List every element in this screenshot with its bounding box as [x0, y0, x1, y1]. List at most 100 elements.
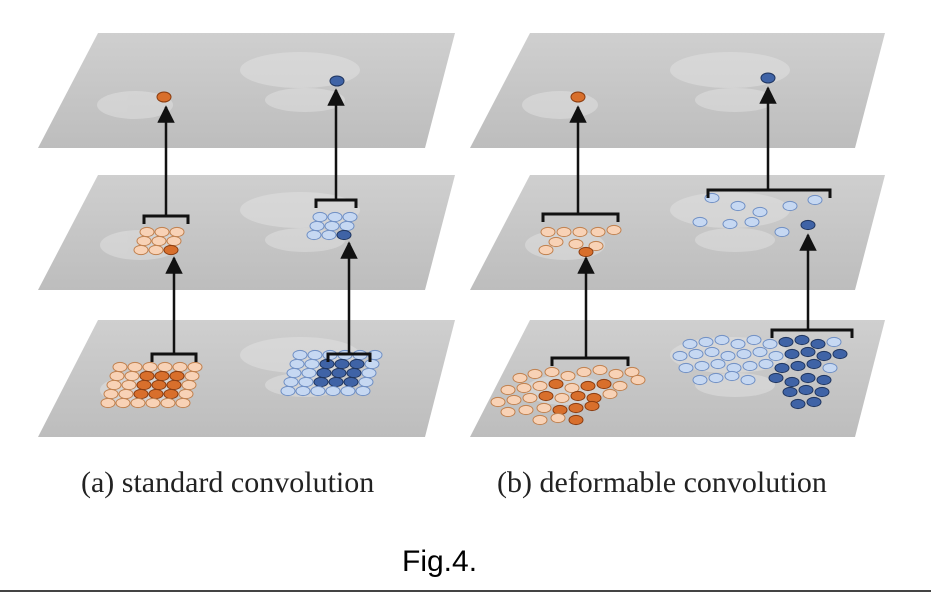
sampling-point [139, 370, 155, 382]
sampling-point [752, 346, 768, 358]
middle-feature-map [470, 175, 885, 290]
sampling-point [790, 360, 806, 372]
sampling-point [536, 402, 552, 414]
sampling-point [512, 372, 528, 384]
sampling-point [720, 350, 736, 362]
sampling-point [592, 364, 608, 376]
sampling-point [336, 229, 352, 241]
sampling-point [100, 397, 116, 409]
sampling-point [145, 397, 161, 409]
sampling-point [568, 414, 584, 426]
caption-standard-convolution: (a) standard convolution [81, 466, 375, 499]
sampling-point [704, 346, 720, 358]
sampling-point [133, 388, 149, 400]
sampling-point [714, 334, 730, 346]
sampling-point [292, 349, 308, 361]
sampling-point [774, 226, 790, 238]
sampling-point [133, 244, 149, 256]
sampling-point [784, 348, 800, 360]
sampling-point [768, 372, 784, 384]
sampling-point [361, 367, 377, 379]
sampling-point [175, 397, 191, 409]
input-feature-map [38, 320, 455, 437]
sampling-point [768, 350, 784, 362]
convolution-diagram [38, 33, 885, 437]
sampling-grid-orange-input [100, 361, 203, 409]
sampling-point [130, 397, 146, 409]
sampling-point [584, 400, 600, 412]
sampling-point [289, 358, 305, 370]
top-feature-map [38, 33, 455, 148]
sampling-point [328, 376, 344, 388]
sampling-point [556, 226, 572, 238]
sampling-point [316, 367, 332, 379]
figure-label: Fig.4. [402, 545, 478, 578]
sampling-point [298, 376, 314, 388]
sampling-point [692, 374, 708, 386]
sampling-point [752, 206, 768, 218]
sampling-point [806, 396, 822, 408]
sampling-point [358, 376, 374, 388]
sampling-point [576, 366, 592, 378]
sampling-point [816, 374, 832, 386]
sampling-point [187, 361, 203, 373]
sampling-point [708, 372, 724, 384]
sampling-point [127, 361, 143, 373]
sampling-point [564, 382, 580, 394]
sampling-point [736, 348, 752, 360]
sampling-point [570, 390, 586, 402]
sampling-point [554, 392, 570, 404]
sampling-point [355, 385, 371, 397]
sampling-point [790, 398, 806, 410]
sampling-point [606, 224, 622, 236]
sampling-point [142, 361, 158, 373]
sampling-point [109, 370, 125, 382]
sampling-point [313, 376, 329, 388]
sampling-point [806, 358, 822, 370]
sampling-point [590, 226, 606, 238]
sampling-point [364, 358, 380, 370]
sampling-point [331, 367, 347, 379]
deformed-samples-blue-middle [692, 192, 823, 238]
sampling-point [672, 350, 688, 362]
sampling-point [148, 388, 164, 400]
sampling-point [774, 362, 790, 374]
deformable-convolution-panel [470, 33, 885, 437]
sampling-point [527, 368, 543, 380]
sampling-point [136, 235, 152, 247]
sampling-point [349, 358, 365, 370]
output-point-orange [570, 91, 586, 103]
sampling-point [118, 388, 134, 400]
sampling-point [762, 338, 778, 350]
brace-icon [541, 212, 620, 222]
sampling-point [518, 404, 534, 416]
sampling-point [782, 200, 798, 212]
sampling-grid-blue-middle [306, 211, 358, 241]
sampling-point [169, 370, 185, 382]
sampling-point [580, 380, 596, 392]
sampling-point [630, 374, 646, 386]
sampling-point [816, 350, 832, 362]
sampling-point [532, 380, 548, 392]
sampling-point [746, 334, 762, 346]
sampling-point [550, 412, 566, 424]
sampling-grid-orange-middle [133, 226, 185, 256]
sampling-point [295, 385, 311, 397]
sampling-point [596, 378, 612, 390]
sampling-point [310, 385, 326, 397]
sampling-point [148, 244, 164, 256]
sampling-point [506, 394, 522, 406]
sampling-point [548, 378, 564, 390]
sampling-point [682, 338, 698, 350]
sampling-point [309, 220, 325, 232]
sampling-point [807, 194, 823, 206]
sampling-point [688, 348, 704, 360]
sampling-point [139, 226, 155, 238]
sampling-point [810, 338, 826, 350]
sampling-point [724, 370, 740, 382]
brace-icon [770, 328, 854, 338]
sampling-point [103, 388, 119, 400]
sampling-point [163, 388, 179, 400]
sampling-point [342, 211, 358, 223]
output-point-blue [760, 72, 776, 84]
